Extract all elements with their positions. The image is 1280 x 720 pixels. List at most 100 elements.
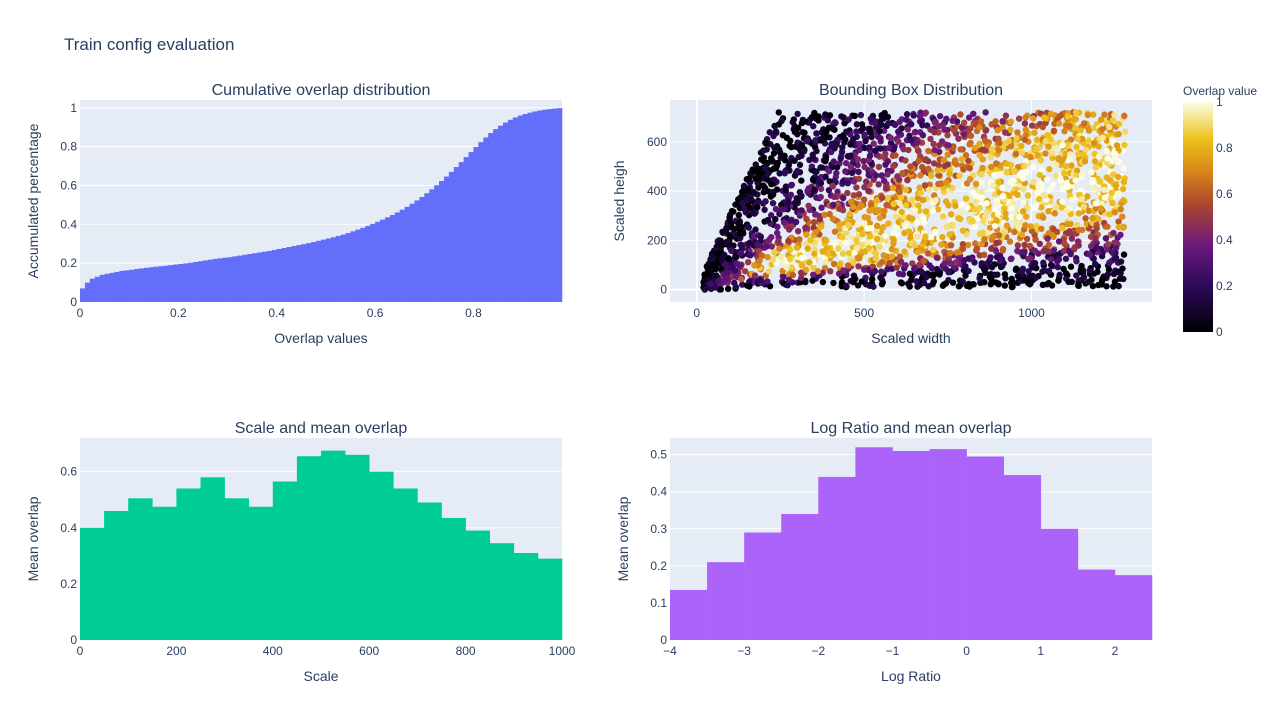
scatter-point (905, 228, 913, 235)
scatter-point (930, 140, 937, 148)
scatter-point (1108, 189, 1115, 197)
scatter-point (947, 242, 955, 249)
scatter-point (712, 284, 719, 291)
scatter-point (880, 177, 888, 184)
scatter-point (817, 185, 825, 193)
scatter-point (913, 233, 921, 240)
scatter-point (1040, 259, 1047, 266)
x-ticks-logratio: −4 −3 −2 −1 0 1 2 (663, 644, 1118, 658)
scatter-point (802, 266, 810, 273)
scatter-point (775, 237, 782, 245)
scatter-point (842, 239, 850, 246)
scatter-point (830, 260, 838, 268)
scatter-point (1019, 208, 1027, 215)
scatter-point (708, 252, 716, 259)
scatter-point (856, 146, 863, 154)
scatter-point (847, 152, 854, 159)
scatter-point (1085, 207, 1093, 215)
bar (291, 246, 297, 302)
scatter-point (980, 251, 988, 259)
scatter-point (908, 121, 915, 128)
scatter-point (962, 263, 969, 270)
x-tick-label: 0.6 (367, 306, 384, 320)
scatter-point (866, 128, 874, 136)
scatter-point (764, 170, 772, 177)
scatter-point (969, 189, 977, 196)
scatter-point (980, 217, 987, 225)
bar (237, 255, 243, 302)
scatter-point (788, 264, 795, 271)
bar (271, 249, 278, 302)
scatter-point (741, 205, 748, 213)
bar (148, 267, 155, 302)
scatter-point (1090, 177, 1097, 184)
scatter-point (801, 129, 808, 137)
scatter-point (826, 112, 834, 119)
scatter-point (1099, 134, 1107, 141)
bar (517, 115, 523, 303)
scatter-point (787, 191, 795, 198)
scatter-point (1031, 260, 1039, 267)
colorbar-ticks: 0 0.2 0.4 0.6 0.8 1 (1216, 95, 1233, 339)
scatter-point (876, 243, 883, 250)
scatter-point (878, 258, 886, 266)
scatter-point (751, 262, 758, 269)
scatter-point (796, 236, 803, 243)
y-axis-title-scale: Mean overlap (25, 496, 41, 581)
scatter-point (943, 115, 950, 123)
scatter-point (855, 168, 862, 176)
scatter-point (962, 152, 970, 159)
scatter-point (876, 127, 883, 135)
scatter-point (1120, 223, 1128, 231)
scatter-point (809, 176, 817, 184)
scatter-point (1041, 192, 1048, 199)
scatter-point (905, 146, 912, 154)
scatter-point (755, 248, 762, 255)
scatter-point (744, 258, 752, 266)
bar (158, 266, 164, 302)
bar (855, 447, 893, 640)
scatter-point (804, 245, 812, 252)
scatter-point (959, 241, 967, 248)
bar (370, 223, 376, 302)
scatter-point (1058, 156, 1066, 164)
bar (465, 530, 490, 640)
scatter-point (1073, 143, 1080, 151)
x-tick-label: 0 (963, 644, 970, 658)
scatter-point (1047, 136, 1054, 143)
scatter-point (957, 111, 964, 118)
scatter-point (701, 286, 709, 293)
bar (557, 108, 563, 303)
scatter-point (855, 191, 863, 198)
scatter-point (1051, 210, 1058, 217)
scatter-point (964, 204, 971, 211)
scatter-point (785, 237, 792, 245)
scatter-point (861, 220, 868, 227)
scatter-point (840, 267, 847, 274)
bar (670, 589, 708, 640)
scatter-point (762, 140, 770, 147)
scatter-point (932, 196, 939, 204)
scatter-point (1061, 170, 1068, 177)
scatter-point (1075, 150, 1082, 158)
scatter-point (947, 211, 955, 218)
scatter-point (922, 233, 929, 240)
scatter-point (860, 157, 867, 165)
x-tick-label: 0 (77, 306, 84, 320)
scatter-point (939, 233, 946, 241)
scatter-point (1075, 238, 1082, 245)
scatter-point (770, 165, 777, 172)
scatter-point (858, 202, 865, 209)
scatter-point (1052, 145, 1059, 152)
scatter-point (1120, 179, 1128, 186)
scatter-point (1092, 200, 1100, 207)
scatter-point (833, 169, 840, 177)
bar (224, 498, 249, 640)
scatter-point (972, 240, 979, 247)
scatter-point (830, 279, 837, 287)
scatter-point (996, 139, 1003, 147)
bar (781, 513, 819, 640)
x-axis-title-logratio: Log Ratio (881, 668, 941, 684)
bar (424, 193, 430, 302)
bar (200, 477, 225, 640)
